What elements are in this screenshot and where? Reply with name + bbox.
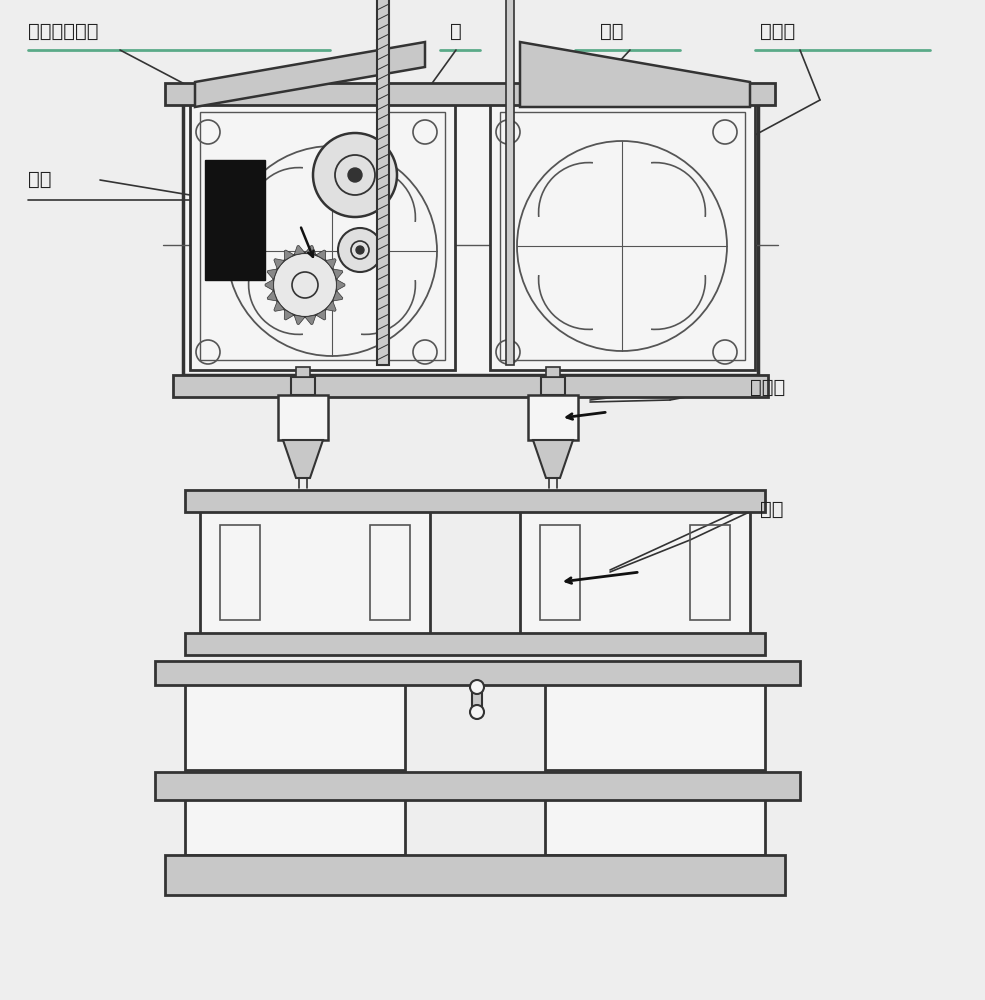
Text: 丝: 丝 xyxy=(450,22,462,41)
Text: 加热器: 加热器 xyxy=(750,378,785,397)
Polygon shape xyxy=(533,440,573,478)
Bar xyxy=(278,395,328,440)
Polygon shape xyxy=(305,246,316,255)
Bar xyxy=(190,102,455,370)
Bar xyxy=(395,635,425,653)
Bar xyxy=(205,492,235,510)
Circle shape xyxy=(313,133,397,217)
Bar xyxy=(506,0,514,365)
Polygon shape xyxy=(333,269,343,279)
Bar xyxy=(395,492,425,510)
Circle shape xyxy=(356,246,364,254)
Bar xyxy=(185,490,765,512)
Polygon shape xyxy=(337,279,345,291)
Text: 直齿圆柱齿轮: 直齿圆柱齿轮 xyxy=(28,22,98,41)
Bar xyxy=(155,661,800,685)
Bar xyxy=(525,635,555,653)
Polygon shape xyxy=(274,301,285,311)
Bar xyxy=(690,525,730,620)
Circle shape xyxy=(273,253,337,317)
Bar xyxy=(546,367,560,377)
Circle shape xyxy=(470,705,484,719)
Polygon shape xyxy=(267,291,278,301)
Bar xyxy=(490,102,755,370)
Bar xyxy=(185,799,405,855)
Bar xyxy=(545,680,765,770)
Bar xyxy=(205,160,265,280)
Bar xyxy=(165,855,785,895)
Bar xyxy=(370,525,410,620)
Polygon shape xyxy=(316,250,326,260)
Bar xyxy=(205,635,235,653)
Polygon shape xyxy=(326,301,336,311)
Polygon shape xyxy=(520,42,750,107)
Bar xyxy=(185,680,405,770)
Polygon shape xyxy=(267,269,278,279)
Bar xyxy=(541,377,565,395)
Polygon shape xyxy=(285,310,295,320)
Text: 弹簧: 弹簧 xyxy=(28,170,51,189)
Bar xyxy=(377,0,389,365)
Bar xyxy=(528,395,578,440)
Polygon shape xyxy=(326,259,336,269)
Polygon shape xyxy=(195,42,425,107)
Bar xyxy=(500,112,745,360)
Polygon shape xyxy=(265,279,274,291)
Bar xyxy=(472,687,482,712)
Text: 转轴: 转轴 xyxy=(600,22,624,41)
Polygon shape xyxy=(285,250,295,260)
Bar xyxy=(200,112,445,360)
Circle shape xyxy=(348,168,362,182)
Polygon shape xyxy=(316,310,326,320)
Bar xyxy=(715,635,745,653)
Bar xyxy=(545,799,765,855)
Circle shape xyxy=(338,228,382,272)
Polygon shape xyxy=(333,291,343,301)
Polygon shape xyxy=(295,315,305,324)
Text: 电机: 电机 xyxy=(760,500,783,519)
Polygon shape xyxy=(283,440,323,478)
Polygon shape xyxy=(305,315,316,324)
Bar xyxy=(540,525,580,620)
Bar xyxy=(220,525,260,620)
Bar xyxy=(291,377,315,395)
Polygon shape xyxy=(295,246,305,255)
Bar xyxy=(200,510,430,635)
Circle shape xyxy=(470,680,484,694)
Text: 从动轮: 从动轮 xyxy=(760,22,795,41)
Bar xyxy=(520,510,750,635)
Bar xyxy=(183,95,758,375)
Bar xyxy=(715,492,745,510)
Bar xyxy=(296,367,310,377)
Polygon shape xyxy=(274,259,285,269)
Bar xyxy=(165,83,775,105)
Bar xyxy=(185,633,765,655)
Bar xyxy=(155,772,800,800)
Bar xyxy=(525,492,555,510)
Bar xyxy=(173,375,768,397)
